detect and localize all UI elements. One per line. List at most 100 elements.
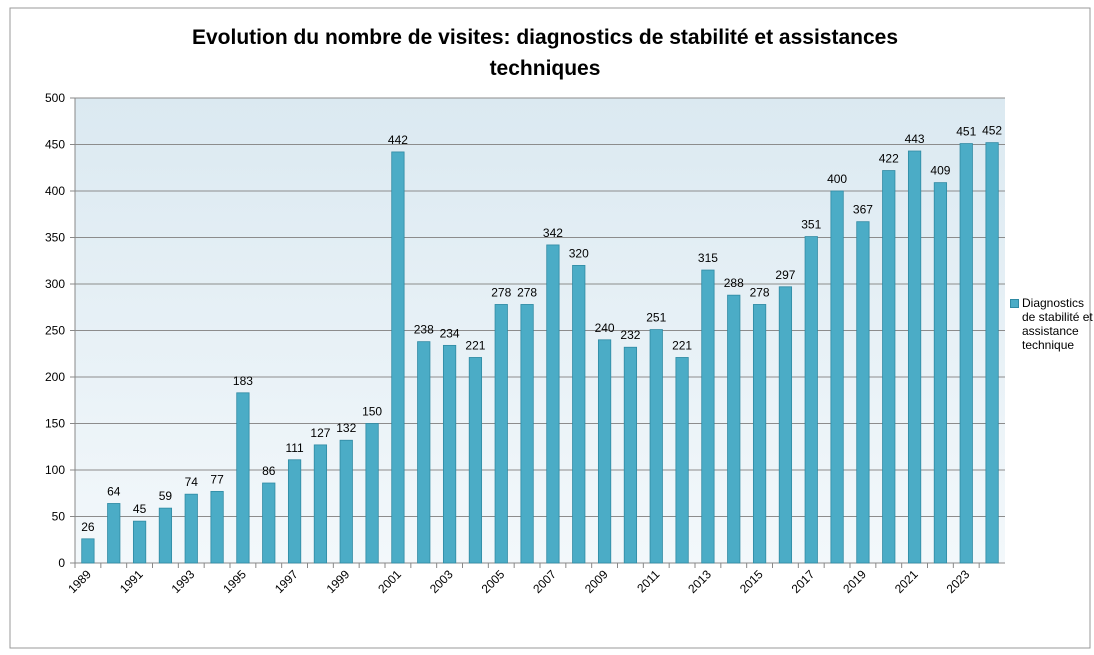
frame bbox=[9, 7, 1091, 649]
x-tick-label: 2023 bbox=[944, 567, 973, 596]
value-label: 278 bbox=[491, 285, 511, 299]
legend: Diagnostics de stabilité et assistance t… bbox=[1010, 296, 1094, 352]
value-label: 451 bbox=[956, 125, 976, 139]
y-tick-label: 350 bbox=[45, 231, 65, 245]
bar bbox=[132, 520, 147, 564]
value-label: 183 bbox=[233, 374, 253, 388]
legend-swatch bbox=[1010, 299, 1019, 308]
value-label: 86 bbox=[262, 464, 276, 478]
bar bbox=[623, 346, 638, 564]
value-label: 443 bbox=[905, 132, 925, 146]
bar bbox=[520, 304, 534, 564]
bar bbox=[287, 459, 302, 564]
y-tick-label: 300 bbox=[45, 277, 65, 291]
bar bbox=[830, 190, 844, 564]
value-label: 221 bbox=[672, 338, 692, 352]
value-label: 342 bbox=[543, 226, 563, 240]
chart-title: Evolution du nombre de visites: diagnost… bbox=[191, 26, 899, 80]
bar bbox=[546, 244, 560, 564]
value-label: 442 bbox=[388, 133, 408, 147]
value-label: 111 bbox=[285, 441, 304, 455]
value-label: 297 bbox=[775, 268, 795, 282]
bar bbox=[494, 304, 508, 564]
y-tick-label: 50 bbox=[52, 510, 66, 524]
value-label: 232 bbox=[620, 328, 640, 342]
bar bbox=[856, 221, 870, 564]
x-tick-label: 1997 bbox=[272, 567, 301, 596]
y-tick-label: 100 bbox=[45, 463, 65, 477]
bar bbox=[339, 439, 353, 564]
value-label: 367 bbox=[853, 203, 873, 217]
x-tick-label: 2005 bbox=[479, 567, 508, 596]
value-label: 26 bbox=[81, 520, 95, 534]
y-tick-label: 0 bbox=[58, 556, 65, 570]
bar bbox=[417, 341, 431, 564]
bar bbox=[468, 357, 483, 564]
bar bbox=[572, 264, 586, 564]
value-label: 251 bbox=[646, 311, 666, 325]
bar bbox=[649, 329, 663, 564]
bar bbox=[313, 444, 328, 564]
bar bbox=[597, 339, 612, 564]
bar bbox=[752, 304, 767, 564]
value-label: 315 bbox=[698, 251, 718, 265]
value-label: 320 bbox=[569, 246, 589, 260]
value-label: 288 bbox=[724, 276, 744, 290]
value-label: 221 bbox=[465, 338, 485, 352]
value-label: 422 bbox=[879, 152, 899, 166]
y-tick-label: 400 bbox=[45, 184, 65, 198]
bar bbox=[81, 538, 95, 564]
bar bbox=[210, 490, 224, 564]
value-label: 132 bbox=[336, 421, 356, 435]
x-tick-label: 2011 bbox=[634, 567, 662, 595]
value-label: 45 bbox=[133, 502, 147, 516]
bar bbox=[727, 294, 741, 564]
x-tick-label: 2003 bbox=[427, 567, 456, 596]
y-tick-label: 250 bbox=[45, 324, 65, 338]
bar bbox=[262, 482, 276, 564]
y-tick-label: 150 bbox=[45, 417, 65, 431]
bar bbox=[391, 151, 405, 564]
bar bbox=[236, 392, 250, 564]
bar bbox=[985, 142, 999, 564]
x-tick-label: 2015 bbox=[737, 567, 766, 596]
x-tick-label: 2019 bbox=[840, 567, 869, 596]
x-tick-label: 2007 bbox=[530, 567, 559, 596]
bar bbox=[107, 503, 121, 564]
bar bbox=[442, 344, 457, 564]
x-tick-label: 1999 bbox=[324, 567, 353, 596]
value-label: 127 bbox=[310, 426, 330, 440]
x-tick-label: 1989 bbox=[65, 567, 94, 596]
value-label: 238 bbox=[414, 323, 434, 337]
bar bbox=[933, 182, 948, 564]
x-tick-label: 2013 bbox=[685, 567, 714, 596]
value-label: 278 bbox=[750, 285, 770, 299]
x-tick-label: 1991 bbox=[117, 567, 146, 596]
bar bbox=[701, 269, 715, 564]
value-label: 59 bbox=[159, 489, 173, 503]
bar bbox=[675, 357, 689, 564]
bar bbox=[184, 493, 198, 564]
value-label: 150 bbox=[362, 405, 382, 419]
value-label: 452 bbox=[982, 124, 1002, 138]
value-label: 77 bbox=[210, 472, 224, 486]
legend-label: Diagnostics de stabilité et assistance t… bbox=[1022, 296, 1093, 352]
x-tick-label: 2001 bbox=[375, 567, 404, 596]
value-label: 409 bbox=[930, 164, 950, 178]
x-tick-label: 1993 bbox=[169, 567, 198, 596]
value-label: 234 bbox=[440, 326, 460, 340]
bar bbox=[804, 236, 818, 564]
x-tick-label: 1995 bbox=[220, 567, 249, 596]
bar bbox=[959, 143, 973, 564]
bar bbox=[158, 507, 173, 564]
x-tick-label: 2021 bbox=[892, 567, 921, 596]
bar bbox=[907, 150, 922, 564]
value-label: 278 bbox=[517, 285, 537, 299]
value-label: 351 bbox=[801, 218, 821, 232]
value-label: 240 bbox=[595, 321, 615, 335]
value-label: 400 bbox=[827, 172, 847, 186]
x-tick-label: 2017 bbox=[789, 567, 818, 596]
value-label: 74 bbox=[185, 475, 199, 489]
